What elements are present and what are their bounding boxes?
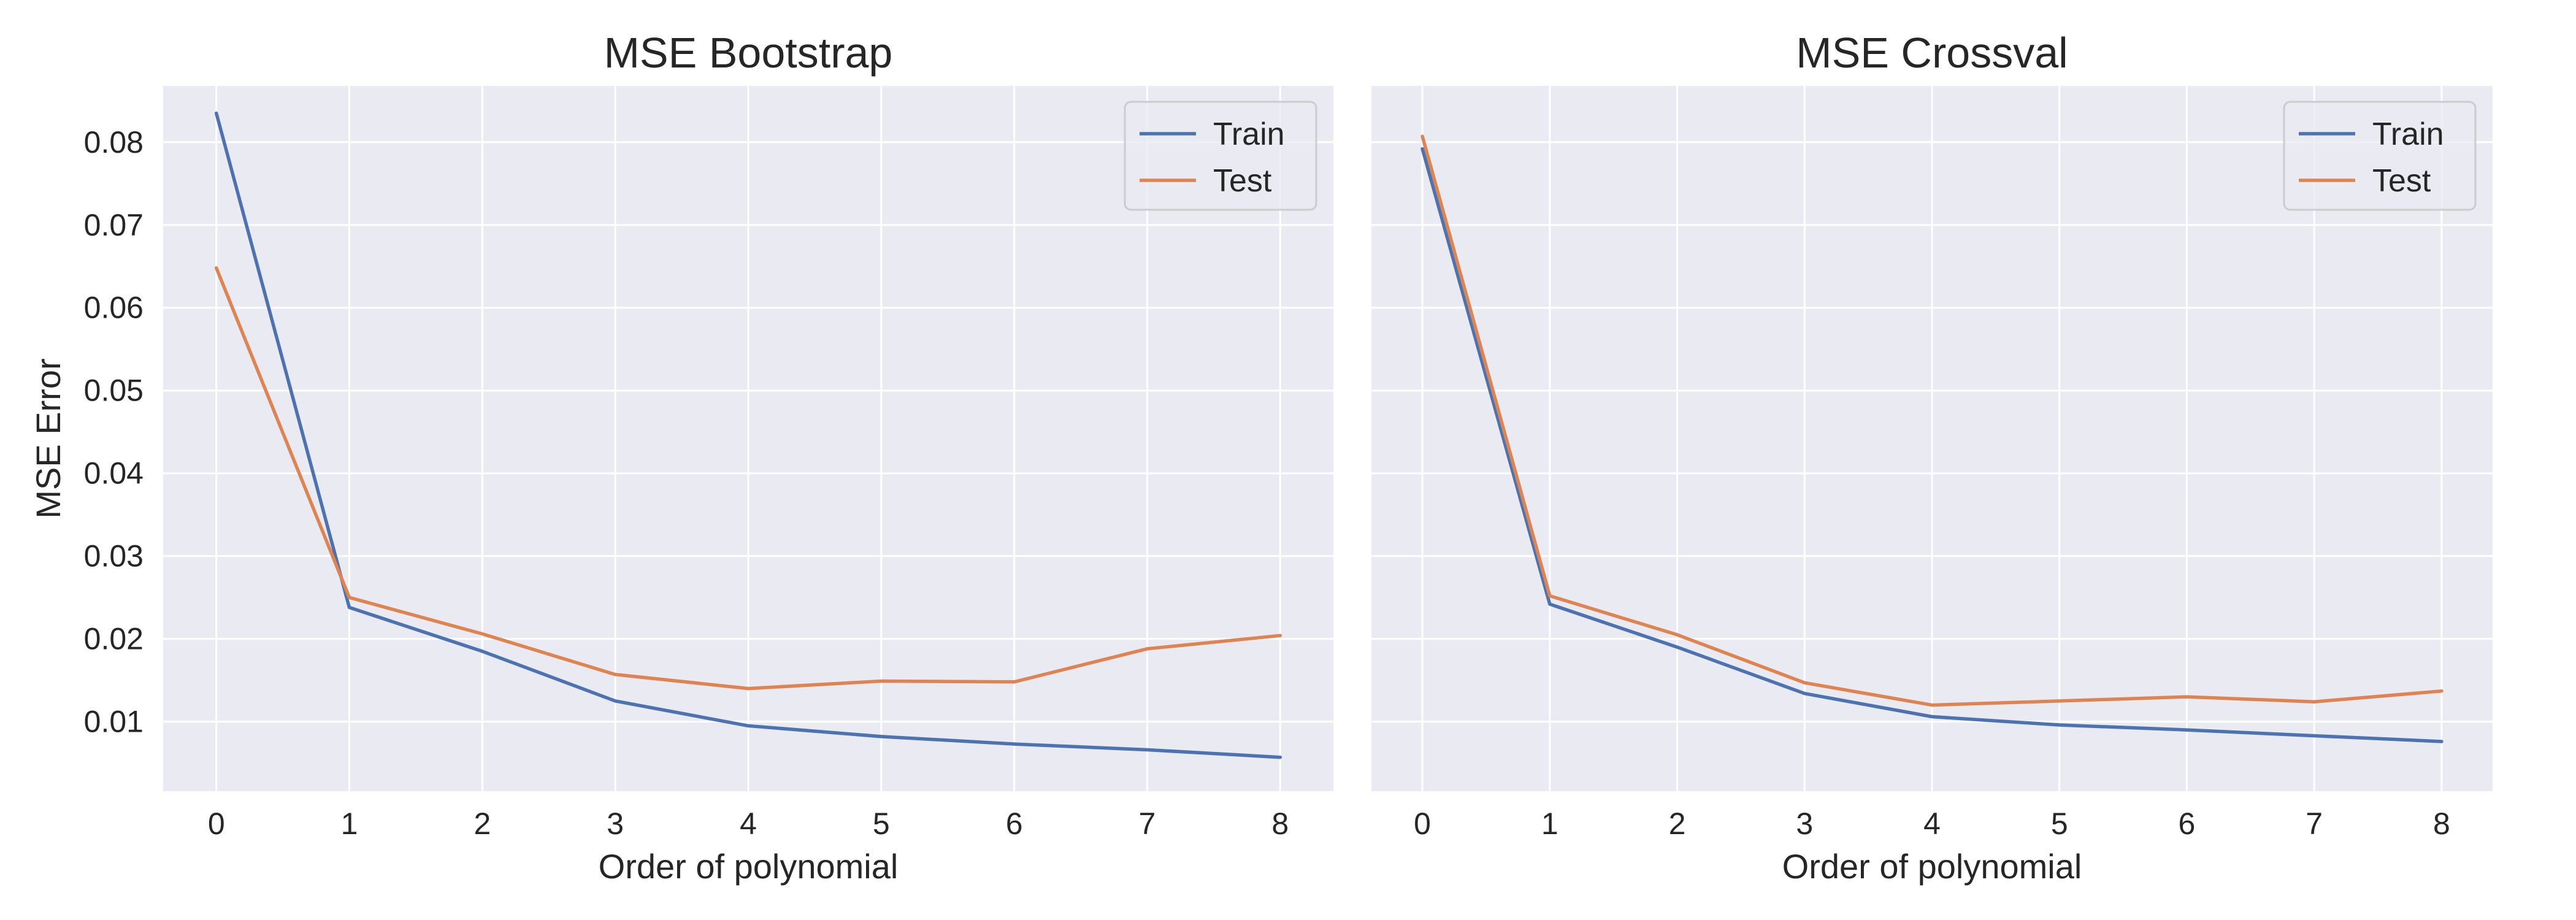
y-axis-label: MSE Error <box>29 358 67 518</box>
x-tick-label: 4 <box>1923 807 1941 841</box>
series-line-test <box>1420 134 2444 707</box>
x-tick-label: 3 <box>607 807 624 841</box>
y-tick-label: 0.04 <box>84 456 144 491</box>
x-tick-label: 2 <box>1669 807 1686 841</box>
series-line-train <box>1420 147 2444 743</box>
y-tick-label: 0.07 <box>84 208 144 242</box>
x-tick-label: 0 <box>208 807 225 841</box>
x-axis-label: Order of polynomial <box>599 847 899 886</box>
legend-label: Test <box>2372 163 2431 199</box>
x-tick-label: 2 <box>473 807 491 841</box>
x-tick-label: 5 <box>2051 807 2068 841</box>
chart-title: MSE Bootstrap <box>604 29 893 77</box>
chart-title: MSE Crossval <box>1796 29 2068 77</box>
x-tick-label: 6 <box>1006 807 1023 841</box>
x-tick-label: 1 <box>1541 807 1558 841</box>
x-tick-label: 3 <box>1796 807 1813 841</box>
series-line-train <box>214 111 1282 759</box>
x-tick-label: 1 <box>341 807 358 841</box>
y-tick-label: 0.01 <box>84 705 144 739</box>
legend: Train Test <box>2283 101 2477 211</box>
x-axis-label: Order of polynomial <box>1782 847 2082 886</box>
legend-label: Train <box>2372 117 2444 152</box>
x-tick-label: 0 <box>1414 807 1431 841</box>
bootstrap-chart: 0 1 2 3 4 5 6 7 8 0.01 0.02 0.03 0.04 0.05 0.06 0.07 0.0… <box>29 29 1333 886</box>
y-tick-label: 0.05 <box>84 374 144 408</box>
x-tick-label: 6 <box>2179 807 2196 841</box>
y-tick-label: 0.02 <box>84 622 144 656</box>
crossval-chart: 0 1 2 3 4 5 6 7 8 MSE Crossval Order of polynomial… <box>1371 29 2493 886</box>
x-tick-label: 8 <box>2433 807 2450 841</box>
legend: Train Test <box>1124 101 1317 211</box>
y-tick-label: 0.06 <box>84 291 144 325</box>
x-tick-label: 4 <box>740 807 757 841</box>
y-tick-label: 0.03 <box>84 539 144 573</box>
legend-box <box>1124 101 1317 211</box>
x-tick-label: 5 <box>873 807 890 841</box>
legend-box <box>2283 101 2477 211</box>
legend-label: Train <box>1213 117 1285 152</box>
x-tick-label: 8 <box>1271 807 1289 841</box>
y-tick-label: 0.08 <box>84 125 144 159</box>
legend-label: Test <box>1213 163 1272 199</box>
x-tick-label: 7 <box>1139 807 1156 841</box>
x-tick-label: 7 <box>2306 807 2323 841</box>
series-line-test <box>214 266 1282 691</box>
